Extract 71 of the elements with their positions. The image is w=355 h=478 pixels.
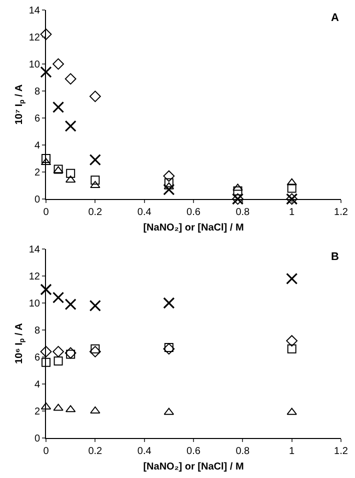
point: [90, 176, 100, 185]
x-tick-label: 0.8: [236, 446, 250, 457]
point: [89, 300, 101, 312]
point: [89, 346, 101, 358]
y-tick-label: 8: [34, 326, 40, 336]
point: [286, 178, 297, 186]
point: [163, 297, 175, 309]
point: [52, 292, 64, 304]
point: [64, 347, 76, 359]
y-tick-label: 14: [28, 244, 40, 256]
x-tick-label: 0.4: [137, 446, 152, 457]
x-tick-label: 1.2: [334, 207, 348, 218]
annotation: B: [331, 251, 339, 263]
point: [89, 154, 101, 166]
point: [64, 120, 76, 132]
point: [66, 168, 76, 178]
y-tick-label: 2: [34, 406, 40, 418]
point: [163, 184, 175, 196]
y-tick-label: 0: [34, 194, 40, 206]
y-tick-label: 12: [28, 272, 40, 282]
y-tick-label: 0: [34, 434, 40, 444]
x-tick-label: 1: [289, 446, 296, 457]
point: [54, 356, 63, 366]
x-tick-label: 0: [43, 207, 50, 218]
y-tick-label: 4: [34, 380, 40, 390]
point: [286, 272, 298, 284]
point: [163, 170, 175, 182]
y-tick-label: 14: [28, 6, 40, 16]
point: [42, 154, 50, 163]
x-axis-title: [NaNO₂] or [NaCl] / M: [143, 222, 244, 234]
x-tick-label: 0.6: [186, 446, 201, 457]
x-tick-label: 1.2: [334, 446, 348, 457]
y-tick-label: 12: [28, 32, 40, 44]
x-tick-label: 0.6: [186, 207, 201, 218]
y-tick-label: 6: [34, 114, 40, 124]
point: [286, 408, 297, 415]
point: [287, 184, 296, 193]
y-tick-label: 10: [28, 60, 40, 70]
y-tick-label: 4: [34, 140, 40, 152]
point: [40, 284, 52, 296]
point: [64, 73, 76, 85]
y-tick-label: 10: [28, 298, 40, 310]
point: [52, 58, 64, 70]
y-tick-label: 6: [34, 352, 40, 364]
point: [66, 350, 76, 359]
y-tick-label: 2: [34, 168, 40, 178]
point: [286, 335, 298, 346]
point: [40, 346, 52, 358]
point: [164, 178, 174, 188]
point: [40, 66, 52, 78]
point: [52, 346, 64, 358]
point: [287, 344, 296, 354]
x-tick-label: 0.4: [137, 207, 152, 218]
point: [64, 298, 76, 310]
point: [40, 28, 52, 40]
x-axis-title: [NaNO₂] or [NaCl] / M: [143, 462, 244, 472]
point: [42, 358, 50, 367]
point: [232, 184, 243, 191]
x-tick-label: 0.2: [88, 446, 103, 457]
x-tick-label: 1: [289, 207, 296, 218]
point: [164, 343, 174, 352]
y-tick-label: 8: [34, 86, 40, 98]
point: [90, 344, 100, 354]
point: [233, 186, 242, 196]
point: [89, 90, 101, 102]
x-tick-label: 0.8: [236, 207, 250, 218]
x-tick-label: 0.2: [88, 207, 103, 218]
point: [53, 404, 64, 411]
annotation: A: [331, 12, 339, 24]
x-tick-label: 0: [43, 446, 50, 457]
point: [52, 101, 64, 113]
